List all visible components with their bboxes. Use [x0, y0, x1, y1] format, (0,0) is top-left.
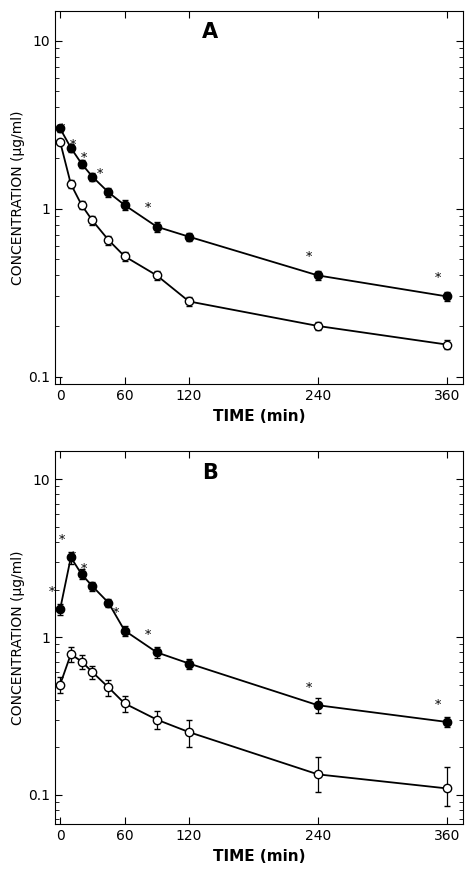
Y-axis label: CONCENTRATION (μg/ml): CONCENTRATION (μg/ml) [11, 550, 25, 725]
X-axis label: TIME (min): TIME (min) [212, 409, 305, 423]
Y-axis label: CONCENTRATION (μg/ml): CONCENTRATION (μg/ml) [11, 110, 25, 285]
Text: *: * [48, 586, 55, 598]
Text: *: * [59, 534, 65, 547]
Text: *: * [97, 168, 103, 181]
Text: *: * [81, 152, 87, 165]
Text: *: * [59, 123, 65, 136]
Text: *: * [70, 139, 76, 152]
Text: *: * [306, 682, 312, 695]
Text: A: A [202, 22, 218, 42]
Text: *: * [435, 272, 441, 285]
Text: *: * [306, 251, 312, 264]
Text: *: * [145, 629, 151, 642]
Text: *: * [435, 698, 441, 711]
Text: *: * [113, 607, 119, 620]
Text: B: B [202, 463, 218, 483]
X-axis label: TIME (min): TIME (min) [212, 849, 305, 864]
Text: *: * [70, 551, 76, 564]
Text: *: * [81, 563, 87, 576]
Text: *: * [145, 202, 151, 215]
